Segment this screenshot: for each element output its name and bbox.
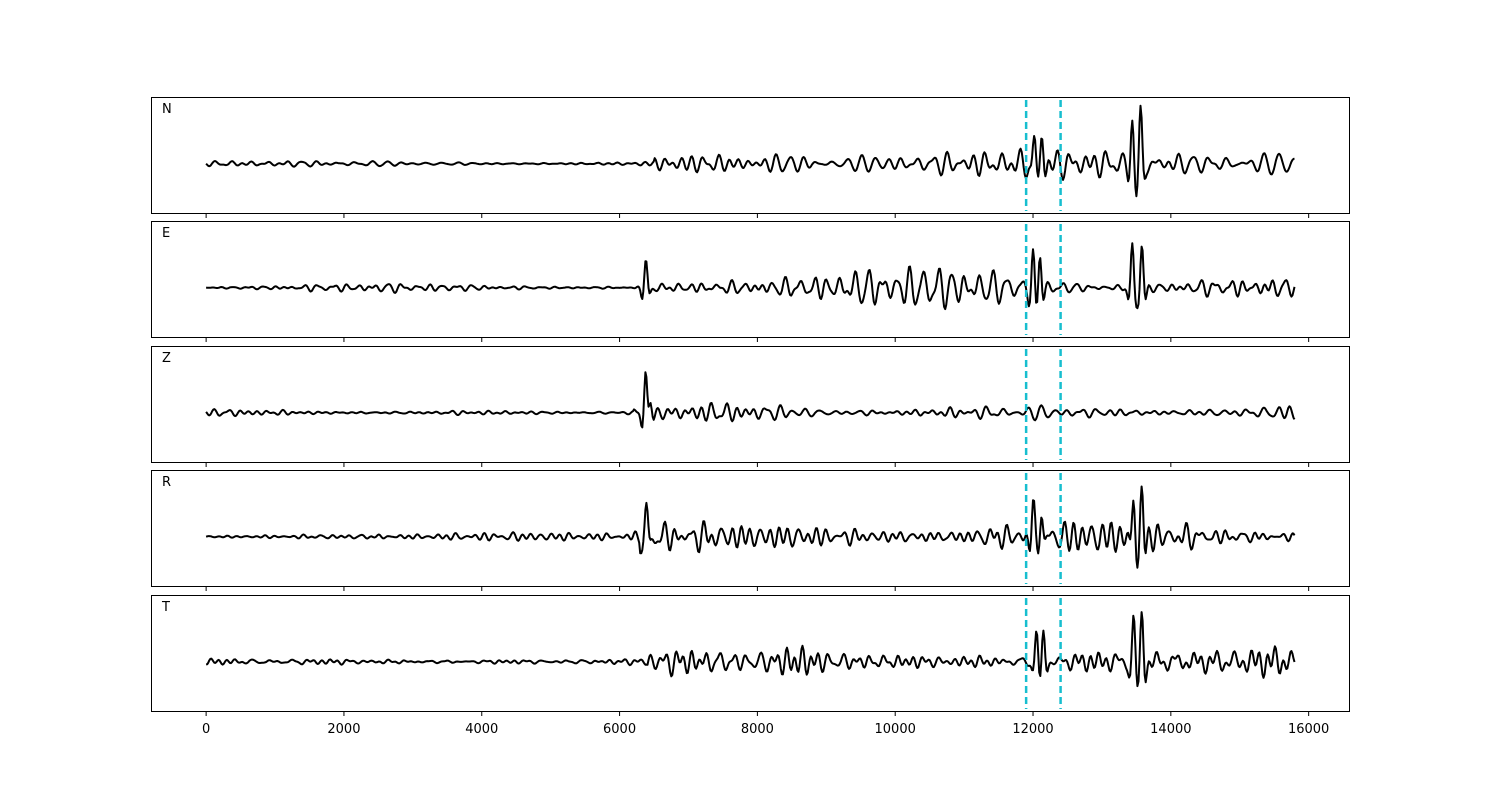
panel-frame: [151, 346, 1350, 463]
x-tick-label: 4000: [465, 722, 498, 737]
panel-n: N: [151, 97, 1350, 218]
trace-r: [205, 485, 1296, 569]
panel-frame: [151, 595, 1350, 712]
panel-frame: [151, 221, 1350, 338]
panel-e: E: [151, 221, 1350, 342]
x-tick-label: 16000: [1288, 722, 1329, 737]
panel-frame: [151, 97, 1350, 214]
trace-t: [206, 611, 1296, 688]
panels-group: N E Z R T: [151, 97, 1350, 716]
panel-t: T: [151, 595, 1350, 716]
panel-label-r: R: [162, 475, 171, 490]
panel-label-e: E: [162, 226, 170, 241]
x-tick-label: 8000: [741, 722, 774, 737]
panel-label-t: T: [161, 600, 170, 615]
x-tick-label: 0: [202, 722, 210, 737]
trace-n: [205, 104, 1295, 198]
panel-label-z: Z: [162, 351, 171, 366]
x-tick-label: 12000: [1012, 722, 1053, 737]
panel-z: Z: [151, 346, 1350, 467]
x-tick-label: 10000: [875, 722, 916, 737]
x-tick-label: 14000: [1150, 722, 1191, 737]
trace-z: [205, 371, 1296, 429]
x-tick-label: 2000: [327, 722, 360, 737]
trace-e: [206, 242, 1296, 311]
x-tick-label: 6000: [603, 722, 636, 737]
panel-label-n: N: [162, 102, 172, 117]
panel-r: R: [151, 470, 1350, 591]
x-axis: 0 2000 4000 6000 8000 10000 12000 14000 16000: [202, 722, 1329, 737]
